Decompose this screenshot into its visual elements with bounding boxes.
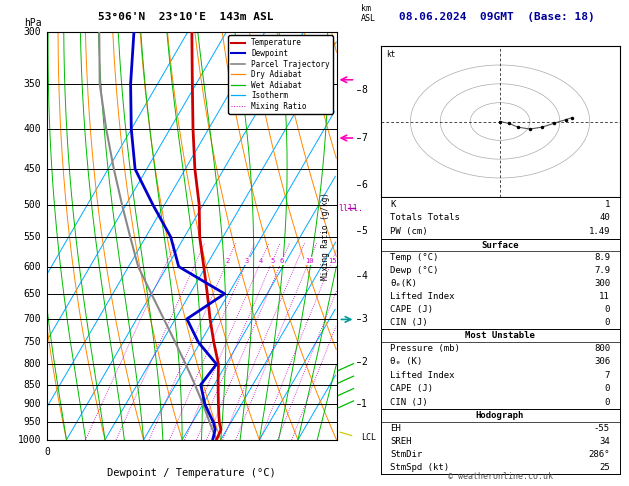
- Text: CIN (J): CIN (J): [390, 318, 428, 327]
- Text: 600: 600: [24, 261, 42, 272]
- Text: 25: 25: [599, 463, 610, 472]
- Text: 400: 400: [24, 124, 42, 134]
- Text: LCL: LCL: [361, 433, 376, 442]
- Text: SREH: SREH: [390, 437, 411, 446]
- Text: llll.: llll.: [338, 204, 364, 213]
- Text: StmDir: StmDir: [390, 450, 422, 459]
- Text: kt: kt: [386, 50, 396, 59]
- Text: θₑ (K): θₑ (K): [390, 357, 422, 366]
- Text: CIN (J): CIN (J): [390, 398, 428, 407]
- Text: 8: 8: [361, 85, 367, 95]
- Text: 700: 700: [24, 314, 42, 324]
- Text: 34: 34: [599, 437, 610, 446]
- Text: 350: 350: [24, 79, 42, 89]
- Text: 950: 950: [24, 417, 42, 428]
- Text: StmSpd (kt): StmSpd (kt): [390, 463, 449, 472]
- Text: 6: 6: [361, 180, 367, 190]
- Text: © weatheronline.co.uk: © weatheronline.co.uk: [448, 472, 552, 481]
- Text: 5: 5: [361, 226, 367, 236]
- Text: 850: 850: [24, 380, 42, 390]
- Text: 800: 800: [594, 344, 610, 353]
- Text: 0: 0: [44, 447, 50, 457]
- Text: 2: 2: [361, 357, 367, 367]
- Text: Totals Totals: Totals Totals: [390, 213, 460, 223]
- Text: Surface: Surface: [481, 241, 519, 249]
- Text: 6: 6: [280, 258, 284, 264]
- Text: 0: 0: [604, 305, 610, 314]
- Text: -55: -55: [594, 424, 610, 433]
- Text: 53°06'N  23°10'E  143m ASL: 53°06'N 23°10'E 143m ASL: [97, 12, 274, 22]
- Text: 0: 0: [604, 398, 610, 407]
- Text: 450: 450: [24, 164, 42, 174]
- Text: Dewpoint / Temperature (°C): Dewpoint / Temperature (°C): [108, 469, 276, 478]
- Legend: Temperature, Dewpoint, Parcel Trajectory, Dry Adiabat, Wet Adiabat, Isotherm, Mi: Temperature, Dewpoint, Parcel Trajectory…: [228, 35, 333, 114]
- Text: hPa: hPa: [24, 17, 42, 28]
- Text: 4: 4: [361, 271, 367, 281]
- Text: Lifted Index: Lifted Index: [390, 292, 455, 301]
- Text: 3: 3: [245, 258, 249, 264]
- Text: EH: EH: [390, 424, 401, 433]
- Text: 900: 900: [24, 399, 42, 409]
- Text: 300: 300: [594, 279, 610, 288]
- Text: 500: 500: [24, 200, 42, 210]
- Text: PW (cm): PW (cm): [390, 227, 428, 236]
- Text: 3: 3: [361, 314, 367, 325]
- Text: 7.9: 7.9: [594, 266, 610, 275]
- Text: K: K: [390, 200, 396, 208]
- Text: 750: 750: [24, 337, 42, 347]
- Text: 300: 300: [24, 27, 42, 36]
- Text: km
ASL: km ASL: [361, 4, 376, 23]
- Text: Lifted Index: Lifted Index: [390, 371, 455, 380]
- Text: 08.06.2024  09GMT  (Base: 18): 08.06.2024 09GMT (Base: 18): [399, 12, 595, 22]
- Text: θₑ(K): θₑ(K): [390, 279, 417, 288]
- Text: 0: 0: [604, 384, 610, 393]
- Text: 286°: 286°: [589, 450, 610, 459]
- Text: 11: 11: [599, 292, 610, 301]
- Text: Dewp (°C): Dewp (°C): [390, 266, 438, 275]
- Text: Pressure (mb): Pressure (mb): [390, 344, 460, 353]
- Text: Hodograph: Hodograph: [476, 411, 524, 420]
- Text: CAPE (J): CAPE (J): [390, 305, 433, 314]
- Text: 40: 40: [599, 213, 610, 223]
- Text: 2: 2: [226, 258, 230, 264]
- Text: 7: 7: [361, 133, 367, 143]
- Text: 550: 550: [24, 232, 42, 242]
- Text: 1: 1: [361, 399, 367, 409]
- Text: 306: 306: [594, 357, 610, 366]
- Text: Mixing Ratio (g/kg): Mixing Ratio (g/kg): [321, 192, 330, 279]
- Text: 10: 10: [305, 258, 313, 264]
- Text: 8.9: 8.9: [594, 253, 610, 262]
- Text: 4: 4: [259, 258, 264, 264]
- Text: 7: 7: [604, 371, 610, 380]
- Text: 15: 15: [328, 258, 337, 264]
- Text: 800: 800: [24, 359, 42, 369]
- Text: Temp (°C): Temp (°C): [390, 253, 438, 262]
- Text: 5: 5: [270, 258, 275, 264]
- Text: 1: 1: [604, 200, 610, 208]
- Text: 1.49: 1.49: [589, 227, 610, 236]
- Text: CAPE (J): CAPE (J): [390, 384, 433, 393]
- Text: Most Unstable: Most Unstable: [465, 330, 535, 340]
- Text: 1000: 1000: [18, 435, 42, 445]
- Text: 650: 650: [24, 289, 42, 299]
- Text: 0: 0: [604, 318, 610, 327]
